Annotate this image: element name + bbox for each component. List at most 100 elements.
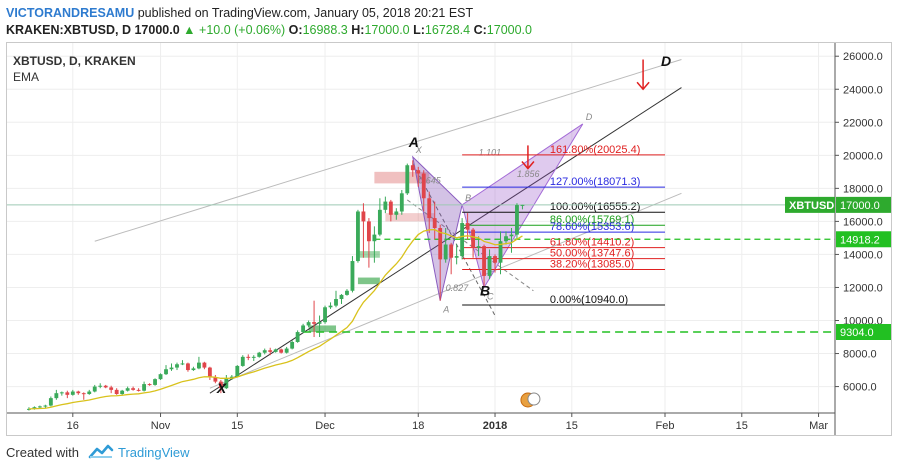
candle-body bbox=[339, 294, 344, 300]
candle-body bbox=[207, 367, 212, 378]
candle-body bbox=[509, 234, 514, 237]
candle-body bbox=[471, 229, 476, 248]
tradingview-brand-link[interactable]: TradingView bbox=[118, 445, 190, 460]
y-tick-label: 6000.0 bbox=[843, 382, 877, 394]
candle-body bbox=[197, 362, 201, 369]
candle-body bbox=[388, 201, 393, 215]
candle-body bbox=[54, 393, 59, 399]
candle-body bbox=[487, 256, 492, 276]
candle-body bbox=[186, 363, 190, 371]
candle-body bbox=[262, 350, 267, 353]
candle-body bbox=[394, 211, 399, 215]
candle-body bbox=[109, 387, 114, 390]
symbol-label[interactable]: KRAKEN:XBTUSD, D bbox=[6, 23, 131, 37]
candle-body bbox=[323, 307, 327, 323]
close-label: C: bbox=[473, 23, 487, 37]
candle-body bbox=[218, 381, 223, 389]
close-value: 17000.0 bbox=[486, 23, 532, 37]
candle-body bbox=[114, 389, 119, 395]
publish-line: VICTORANDRESAMU published on TradingView… bbox=[6, 6, 473, 20]
candle-body bbox=[32, 407, 37, 409]
x-tick-label: 2018 bbox=[483, 420, 507, 432]
harmonic-ratio: 0.645 bbox=[418, 175, 442, 185]
legend-indicator: EMA bbox=[13, 70, 39, 84]
trend-line bbox=[406, 199, 534, 292]
symbol-tag-text: XBTUSD bbox=[789, 200, 834, 212]
candle-body bbox=[120, 390, 125, 395]
candle-body bbox=[284, 348, 289, 353]
candle-body bbox=[361, 211, 366, 222]
price-tag-text: 14918.2 bbox=[840, 234, 880, 246]
x-tick-label: Mar bbox=[809, 420, 828, 432]
fib-label: 127.00%(18071.3) bbox=[550, 176, 641, 188]
fib-label: 61.80%(14410.2) bbox=[550, 237, 634, 249]
x-tick-label: Feb bbox=[656, 420, 675, 432]
x-tick-label: 15 bbox=[736, 420, 748, 432]
candle-body bbox=[427, 198, 432, 219]
author-link[interactable]: VICTORANDRESAMU bbox=[6, 6, 135, 20]
candle-body bbox=[268, 350, 273, 352]
down-arrow-head-icon bbox=[521, 161, 535, 170]
candle-body bbox=[213, 377, 218, 382]
candle-body bbox=[125, 388, 130, 391]
x-tick-label: Dec bbox=[315, 420, 335, 432]
candle-body bbox=[27, 408, 31, 410]
candle-body bbox=[334, 299, 338, 306]
axes: 6000.08000.010000.012000.014000.016000.0… bbox=[7, 43, 883, 435]
price-tag-bg bbox=[836, 231, 891, 248]
chart-container[interactable]: X A B C D 1.101 0.645 0.827 1.856 161.80%(20025.… bbox=[6, 42, 892, 436]
price-change: +10.0 (+0.06%) bbox=[199, 23, 286, 37]
pattern-label: A bbox=[408, 134, 419, 150]
y-tick-label: 14000.0 bbox=[843, 249, 883, 261]
candle-body bbox=[405, 165, 410, 194]
harmonic-ratio: 1.856 bbox=[517, 169, 540, 179]
price-tag-bg bbox=[836, 196, 891, 213]
candle-body bbox=[235, 365, 240, 377]
open-label: O: bbox=[288, 23, 303, 37]
candle-body bbox=[504, 236, 508, 242]
candle-body bbox=[164, 369, 168, 375]
candle-body bbox=[410, 165, 415, 171]
candle-body bbox=[98, 385, 103, 387]
candle-body bbox=[377, 209, 382, 235]
candle-body bbox=[224, 378, 229, 389]
x-tick-label: 15 bbox=[231, 420, 243, 432]
x-tick-label: 16 bbox=[67, 420, 79, 432]
low-label: L: bbox=[413, 23, 425, 37]
candle-body bbox=[229, 376, 234, 379]
high-label: H: bbox=[351, 23, 365, 37]
change-up-icon: ▲ bbox=[183, 23, 196, 37]
fib-label: 86.00%(15769.1) bbox=[550, 214, 634, 226]
harmonic-ratio: 1.101 bbox=[479, 147, 502, 157]
trend-line bbox=[94, 59, 682, 242]
fib-label: 50.00%(13747.6) bbox=[550, 248, 634, 260]
candle-body bbox=[103, 385, 108, 388]
candle-body bbox=[158, 374, 163, 380]
candle-body bbox=[246, 356, 251, 358]
candle-body bbox=[356, 211, 360, 262]
last-price: 17000.0 bbox=[134, 23, 180, 37]
chart-header: VICTORANDRESAMU published on TradingView… bbox=[0, 0, 898, 42]
candle-body bbox=[383, 201, 388, 210]
candle-body bbox=[191, 368, 196, 371]
candle-body bbox=[366, 221, 371, 242]
candle-body bbox=[460, 223, 465, 257]
candle-body bbox=[515, 205, 519, 235]
candle-body bbox=[48, 398, 53, 406]
candle-body bbox=[251, 356, 256, 358]
x-tick-label: Nov bbox=[151, 420, 171, 432]
harmonic-point-label: A bbox=[442, 305, 449, 315]
candle-body bbox=[180, 363, 185, 365]
y-tick-label: 12000.0 bbox=[843, 282, 883, 294]
ema-line bbox=[28, 229, 523, 410]
price-tag-text: 17000.0 bbox=[840, 200, 880, 212]
candle-body bbox=[421, 173, 426, 199]
zone-rect bbox=[357, 277, 380, 285]
zone-rect bbox=[385, 213, 435, 222]
symbol-tag-bg bbox=[785, 196, 835, 213]
candle-body bbox=[317, 322, 322, 324]
candle-body bbox=[43, 405, 48, 407]
created-with-text: Created with bbox=[6, 445, 79, 460]
candle-body bbox=[257, 352, 262, 357]
